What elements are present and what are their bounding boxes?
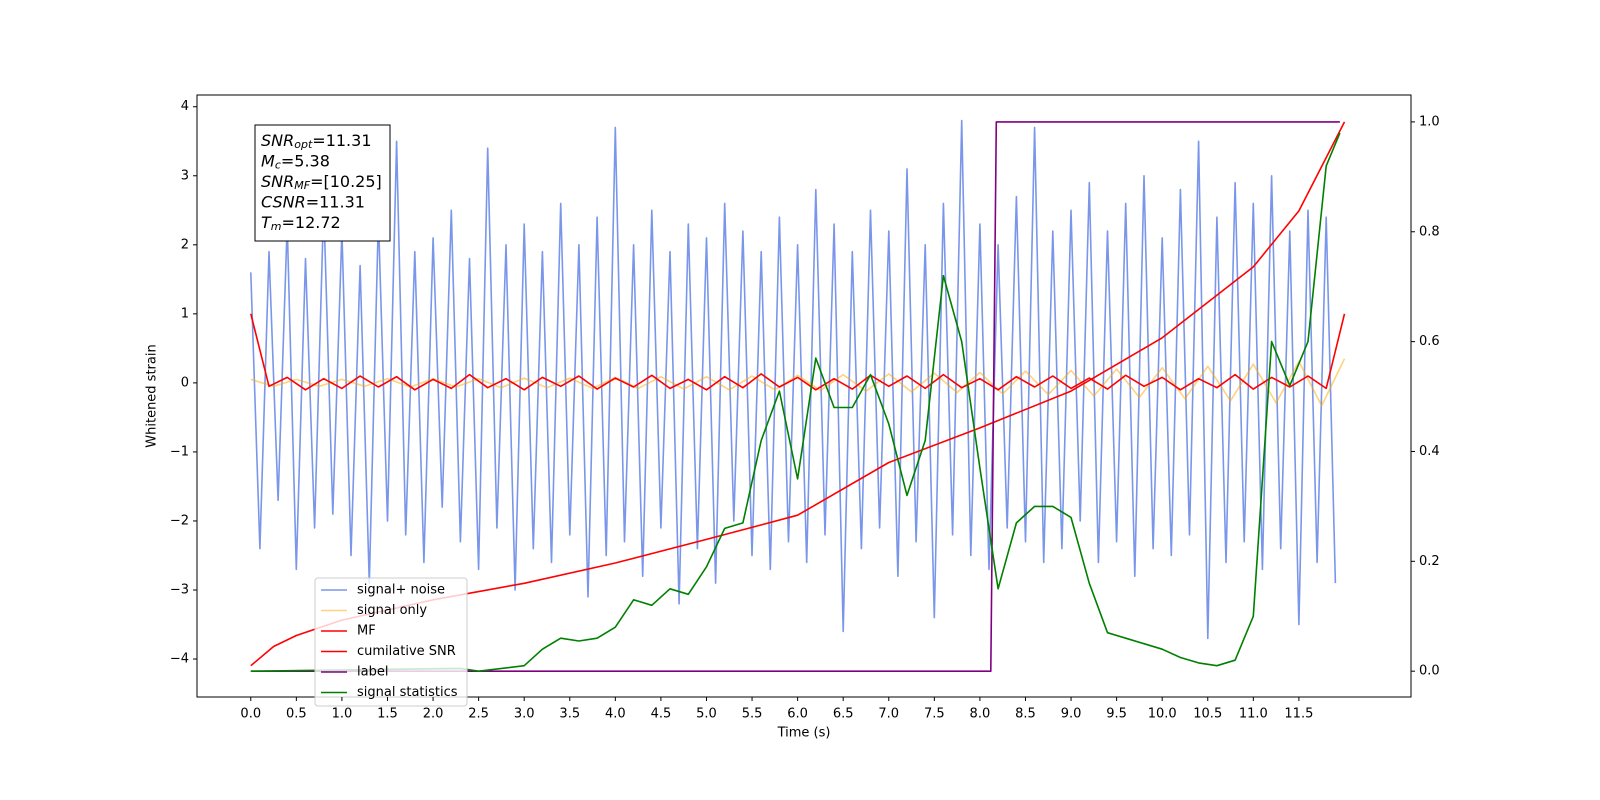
x-tick-label: 7.0 (878, 707, 899, 722)
annotation-symbol: CSNR (261, 192, 306, 211)
x-tick-label: 9.0 (1061, 707, 1082, 722)
annotation-subscript: opt (294, 138, 313, 151)
y2-tick-label: 0.4 (1419, 444, 1440, 459)
annotation-subscript: c (275, 159, 281, 172)
x-tick-label: 2.0 (423, 707, 444, 722)
series-line (250, 132, 1341, 672)
annotation-value: =5.38 (281, 151, 330, 170)
x-tick-label: 5.5 (742, 707, 763, 722)
x-axis-label: Time (s) (777, 726, 831, 741)
annotation-symbol: M (261, 151, 275, 170)
legend-frame (314, 577, 468, 707)
x-tick-label: 4.5 (651, 707, 672, 722)
x-tick-label: 3.5 (559, 707, 580, 722)
legend-label: signal only (357, 603, 427, 618)
x-tick-label: 10.0 (1148, 707, 1177, 722)
y-tick-label: −2 (170, 513, 189, 528)
x-tick-label: 7.5 (924, 707, 945, 722)
x-tick-label: 11.5 (1284, 707, 1313, 722)
legend: signal+ noise signal only MF cumilative SNR… (314, 577, 468, 707)
x-tick-label: 1.0 (332, 707, 353, 722)
annotation-value: =11.31 (312, 131, 371, 150)
x-tick-label: 6.0 (787, 707, 808, 722)
annotation-value: =12.72 (282, 213, 341, 232)
x-tick-label: 0.0 (240, 707, 261, 722)
annotation-box: SNRopt=11.31Mc=5.38SNRMF=[10.25]CSNR=11.… (254, 124, 391, 242)
x-tick-label: 4.0 (605, 707, 626, 722)
legend-label: signal statistics (357, 685, 458, 700)
y-tick-label: 1 (181, 306, 189, 321)
x-tick-label: 2.5 (468, 707, 489, 722)
legend-label: cumilative SNR (357, 644, 456, 659)
y2-tick-label: 0.6 (1419, 334, 1440, 349)
series-line (250, 121, 1340, 672)
legend-label: signal+ noise (357, 583, 445, 598)
legend-label: label (357, 665, 388, 680)
annotation-symbol: SNR (261, 131, 294, 150)
series-line (250, 358, 1346, 407)
x-tick-label: 11.0 (1239, 707, 1268, 722)
y2-tick-label: 0.2 (1419, 554, 1440, 569)
annotation-subscript: MF (294, 179, 310, 192)
annotation-frame (254, 124, 391, 242)
annotation-line: CSNR=11.31 (261, 192, 365, 211)
y-axis-label: Whitened strain (145, 344, 160, 447)
y-tick-label: 3 (181, 168, 189, 183)
y-tick-label: 4 (181, 99, 189, 114)
x-tick-label: 1.5 (377, 707, 398, 722)
annotation-line: Tm=12.72 (261, 213, 341, 234)
x-tick-label: 3.0 (514, 707, 535, 722)
series-line (250, 119, 1337, 640)
y-tick-label: 0 (181, 375, 189, 390)
legend-label: MF (357, 624, 376, 639)
annotation-line: Mc=5.38 (261, 151, 330, 172)
annotation-value: =11.31 (306, 192, 365, 211)
annotation-symbol: SNR (261, 172, 294, 191)
y-tick-label: −4 (170, 652, 189, 667)
x-tick-label: 0.5 (286, 707, 307, 722)
x-tick-label: 5.0 (696, 707, 717, 722)
annotation-line: SNRMF=[10.25] (261, 172, 382, 193)
x-tick-label: 6.5 (833, 707, 854, 722)
annotation-line: SNRopt=11.31 (261, 131, 372, 152)
x-tick-label: 8.5 (1015, 707, 1036, 722)
y2-tick-label: 1.0 (1419, 114, 1440, 129)
y-tick-label: −3 (170, 582, 189, 597)
x-tick-label: 8.0 (970, 707, 991, 722)
y2-tick-label: 0.0 (1419, 664, 1440, 679)
y-tick-label: −1 (170, 444, 189, 459)
y2-tick-label: 0.8 (1419, 224, 1440, 239)
annotation-value: =[10.25] (310, 172, 382, 191)
series-line (250, 313, 1346, 391)
axes-frame (196, 94, 1412, 698)
x-tick-label: 10.5 (1193, 707, 1222, 722)
y-tick-label: 2 (181, 237, 189, 252)
annotation-subscript: m (271, 220, 282, 233)
annotation-symbol: T (261, 213, 272, 232)
x-tick-label: 9.5 (1106, 707, 1127, 722)
